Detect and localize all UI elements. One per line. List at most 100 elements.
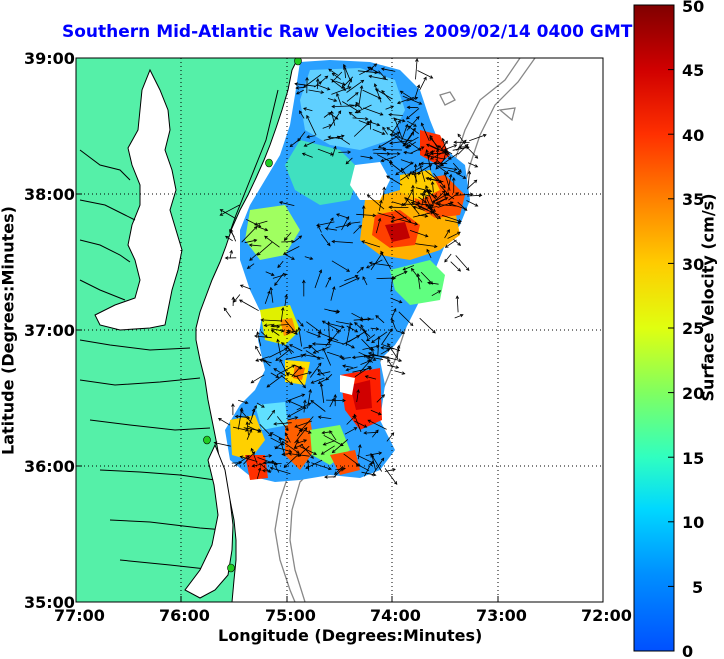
colorbar-tick-label: 30 — [682, 255, 705, 274]
velocity-vector-head — [378, 451, 383, 456]
velocity-vector — [316, 84, 330, 90]
velocity-vector-head — [326, 242, 331, 247]
velocity-vector — [307, 389, 311, 409]
velocity-vector-head — [253, 238, 258, 243]
velocity-vector — [276, 364, 295, 376]
velocity-vector — [386, 127, 401, 138]
velocity-vector-head — [391, 215, 396, 219]
radar-station — [203, 435, 211, 445]
velocity-vector — [369, 75, 388, 81]
velocity-vector — [303, 108, 313, 112]
velocity-vector-head — [458, 169, 462, 173]
velocity-vector — [381, 328, 393, 346]
velocity-vector — [371, 429, 379, 438]
velocity-vector-head — [373, 83, 378, 87]
colorbar-tick-label: 15 — [682, 449, 705, 468]
velocity-vector-head — [337, 110, 342, 115]
velocity-vector — [374, 83, 382, 103]
velocity-vector — [427, 282, 439, 285]
velocity-vector-head — [297, 326, 301, 331]
velocity-vector-head — [289, 344, 293, 348]
velocity-vector — [293, 440, 299, 449]
velocity-vector-head — [271, 409, 275, 414]
velocity-vector-head — [401, 118, 406, 123]
velocity-vector — [370, 327, 379, 330]
velocity-vector-head — [410, 131, 415, 136]
velocity-vector-head — [474, 164, 479, 168]
velocity-vector — [360, 318, 374, 321]
velocity-vector-head — [274, 445, 279, 450]
velocity-vector — [243, 451, 256, 465]
velocity-vector-head — [291, 256, 295, 260]
velocity-vector-head — [386, 152, 391, 156]
velocity-vector-head — [351, 345, 355, 349]
velocity-vector-head — [379, 251, 384, 256]
velocity-vector — [220, 204, 240, 216]
velocity-vector — [380, 348, 390, 355]
velocity-vector-head — [386, 127, 391, 131]
velocity-vector-head — [361, 240, 365, 244]
velocity-vector — [261, 319, 283, 322]
velocity-vector — [358, 85, 363, 107]
velocity-vector-head — [267, 469, 272, 473]
velocity-vector-head — [327, 111, 332, 116]
velocity-vector — [356, 267, 364, 274]
velocity-vector-head — [287, 400, 292, 404]
velocity-vector-head — [328, 466, 332, 471]
velocity-vector-head — [395, 171, 399, 176]
velocity-vector-head — [364, 117, 369, 121]
velocity-vector-head — [423, 152, 428, 156]
velocity-vector — [332, 241, 353, 244]
velocity-vector — [469, 134, 487, 142]
velocity-vector — [406, 141, 417, 149]
velocity-vector — [302, 153, 313, 158]
velocity-vector — [271, 329, 280, 336]
velocity-vector-head — [295, 439, 299, 444]
velocity-vector-head — [261, 468, 266, 473]
velocity-vector — [363, 107, 383, 116]
x-tick-label: 72:00 — [581, 606, 632, 625]
velocity-vector-head — [377, 411, 382, 416]
velocity-vector-head — [333, 145, 337, 150]
velocity-vector-head — [306, 459, 310, 464]
velocity-vector-head — [346, 268, 351, 272]
velocity-vector — [403, 265, 415, 271]
velocity-vector — [415, 243, 437, 247]
velocity-vector — [220, 209, 236, 219]
velocity-vector — [434, 197, 448, 204]
velocity-vector-head — [457, 231, 461, 236]
velocity-vector — [297, 319, 304, 327]
velocity-vector — [284, 254, 295, 260]
velocity-vector — [311, 462, 332, 470]
velocity-vector-head — [446, 151, 450, 155]
velocity-vector — [372, 129, 385, 135]
velocity-vector-head — [289, 143, 294, 148]
velocity-vector — [372, 148, 386, 151]
velocity-vector-head — [294, 82, 298, 86]
velocity-vector — [377, 212, 395, 219]
velocity-vector — [437, 204, 457, 207]
velocity-vector-head — [444, 258, 448, 263]
velocity-vector-head — [278, 201, 283, 205]
velocity-vector-head — [320, 90, 325, 94]
velocity-vector-head — [427, 281, 431, 285]
velocity-vector-head — [331, 449, 336, 454]
velocity-vector — [241, 226, 258, 243]
velocity-vector-head — [361, 205, 366, 209]
velocity-vector-head — [331, 239, 335, 244]
velocity-vector — [229, 250, 233, 259]
velocity-vector-head — [426, 143, 430, 148]
velocity-vector-head — [307, 430, 312, 434]
velocity-vector — [239, 299, 259, 312]
velocity-vector-head — [303, 439, 308, 443]
velocity-vector-head — [411, 267, 415, 272]
velocity-vector-head — [331, 78, 336, 83]
velocity-vector — [256, 226, 268, 231]
velocity-vector — [287, 406, 307, 418]
colorbar — [633, 4, 675, 652]
velocity-vector — [390, 276, 394, 292]
pamlico-sound — [184, 443, 234, 599]
velocity-vector — [360, 155, 373, 159]
velocity-vector — [354, 322, 371, 337]
axis-ticks — [76, 193, 499, 602]
